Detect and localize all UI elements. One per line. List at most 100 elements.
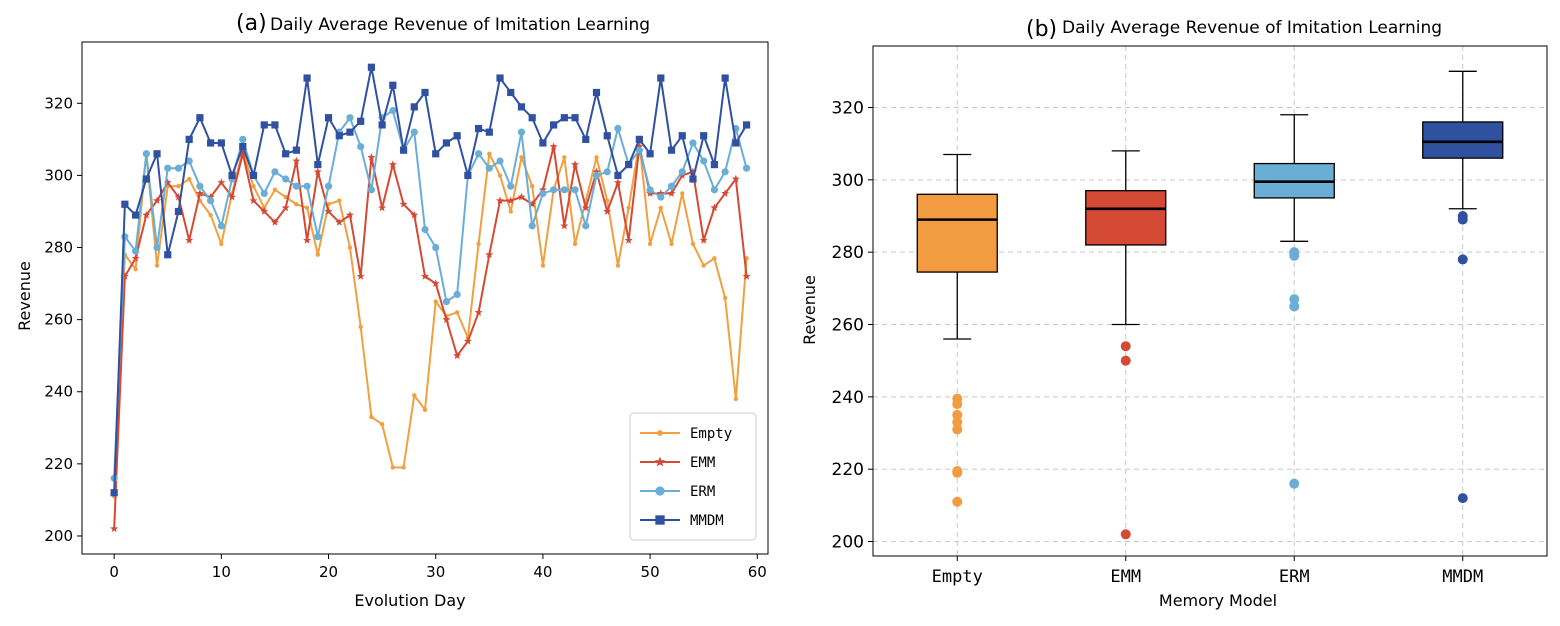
data-point-erm (485, 164, 493, 172)
data-point-empty (529, 184, 535, 189)
data-point-mmdm (614, 171, 622, 180)
data-point-mmdm (292, 146, 300, 154)
data-point-erm (196, 182, 204, 190)
chart-a-title: Daily Average Revenue of Imitation Learn… (270, 15, 650, 35)
y-tick-label: 320 (44, 94, 73, 112)
box-body (1422, 121, 1504, 159)
data-point-erm (635, 146, 643, 154)
data-point-mmdm (421, 88, 429, 97)
data-point-erm (646, 186, 654, 194)
data-point-mmdm (496, 74, 504, 82)
data-point-emm (195, 189, 204, 197)
data-point-mmdm (474, 124, 483, 133)
x-tick-label: 0 (109, 563, 119, 581)
data-point-emm (613, 178, 622, 187)
data-point-emm (688, 167, 697, 176)
data-point-erm (667, 182, 676, 190)
data-point-emm (153, 196, 162, 205)
data-point-erm (164, 164, 172, 172)
outlier-point (952, 467, 963, 478)
data-point-mmdm (657, 74, 665, 82)
data-point-emm (185, 236, 194, 244)
data-point-emm (699, 236, 708, 244)
data-point-emm (421, 272, 429, 280)
data-point-mmdm (260, 121, 268, 129)
data-point-erm (292, 182, 300, 190)
legend-label-emm: EMM (690, 455, 715, 471)
data-point-emm (453, 351, 462, 360)
data-point-emm (345, 210, 354, 219)
data-point-erm (131, 247, 140, 255)
data-point-erm (582, 222, 590, 230)
data-point-emm (656, 189, 665, 197)
data-point-mmdm (432, 150, 440, 158)
data-point-erm (453, 290, 461, 298)
data-point-emm (667, 189, 676, 197)
outlier-point (1289, 294, 1300, 305)
data-point-mmdm (174, 207, 183, 216)
chart-b-boxes (916, 70, 1504, 540)
x-tick-label: 60 (748, 563, 767, 581)
outlier-point (1120, 355, 1131, 366)
data-point-emm (378, 203, 387, 212)
data-point-mmdm (517, 103, 526, 111)
data-point-emm (603, 207, 612, 215)
box-body (1085, 190, 1167, 246)
line-chart-panel: (a) Daily Average Revenue of Imitation L… (15, 11, 769, 610)
data-point-empty (540, 263, 546, 268)
data-point-mmdm (625, 160, 633, 169)
x-tick-label: 30 (426, 563, 445, 581)
data-point-erm (432, 243, 440, 252)
data-point-empty (176, 184, 181, 189)
outlier-point (1457, 493, 1468, 504)
data-point-emm (335, 218, 344, 226)
data-point-erm (142, 150, 150, 158)
data-point-erm (260, 189, 268, 198)
data-point-empty (304, 205, 310, 211)
data-point-mmdm (528, 114, 536, 122)
data-point-erm (367, 186, 376, 194)
outlier-point (1120, 341, 1131, 352)
data-point-empty (690, 241, 696, 247)
data-point-emm (474, 308, 483, 316)
data-point-emm (463, 337, 472, 345)
data-point-empty (358, 324, 363, 330)
data-point-emm (549, 142, 558, 150)
data-point-mmdm (282, 150, 290, 158)
data-point-mmdm (603, 132, 611, 140)
data-point-mmdm (592, 88, 601, 97)
data-point-mmdm (571, 114, 579, 122)
y-tick-label: 280 (832, 243, 864, 263)
data-point-emm (528, 200, 537, 208)
data-point-mmdm (367, 63, 376, 71)
data-point-emm (120, 272, 129, 280)
chart-a-legend: Empty EMM ERM MMDM (629, 412, 757, 541)
data-point-empty (379, 421, 385, 427)
data-point-mmdm (742, 121, 751, 129)
series-mmdm (110, 63, 751, 497)
outlier-point (1289, 301, 1300, 312)
data-point-emm (635, 142, 644, 150)
box-empty (916, 153, 998, 507)
data-point-empty (487, 151, 492, 156)
legend-label-empty: Empty (690, 426, 732, 442)
data-point-empty (626, 205, 631, 211)
data-point-empty (208, 212, 213, 218)
x-tick-label: 20 (319, 563, 338, 581)
data-point-erm (474, 150, 483, 158)
data-point-mmdm (346, 128, 354, 136)
data-point-erm (721, 168, 729, 176)
data-point-erm (614, 124, 622, 133)
data-point-emm (313, 167, 322, 176)
outlier-point (1120, 529, 1131, 540)
data-point-erm (314, 233, 322, 241)
data-point-emm (110, 524, 119, 533)
data-point-mmdm (335, 132, 343, 140)
data-point-erm (174, 164, 183, 172)
data-point-empty (722, 295, 728, 301)
data-point-emm (367, 153, 376, 161)
data-point-erm (700, 157, 708, 165)
data-point-emm (731, 174, 740, 183)
x-tick-label: Empty (932, 567, 983, 587)
data-point-erm (507, 182, 515, 190)
